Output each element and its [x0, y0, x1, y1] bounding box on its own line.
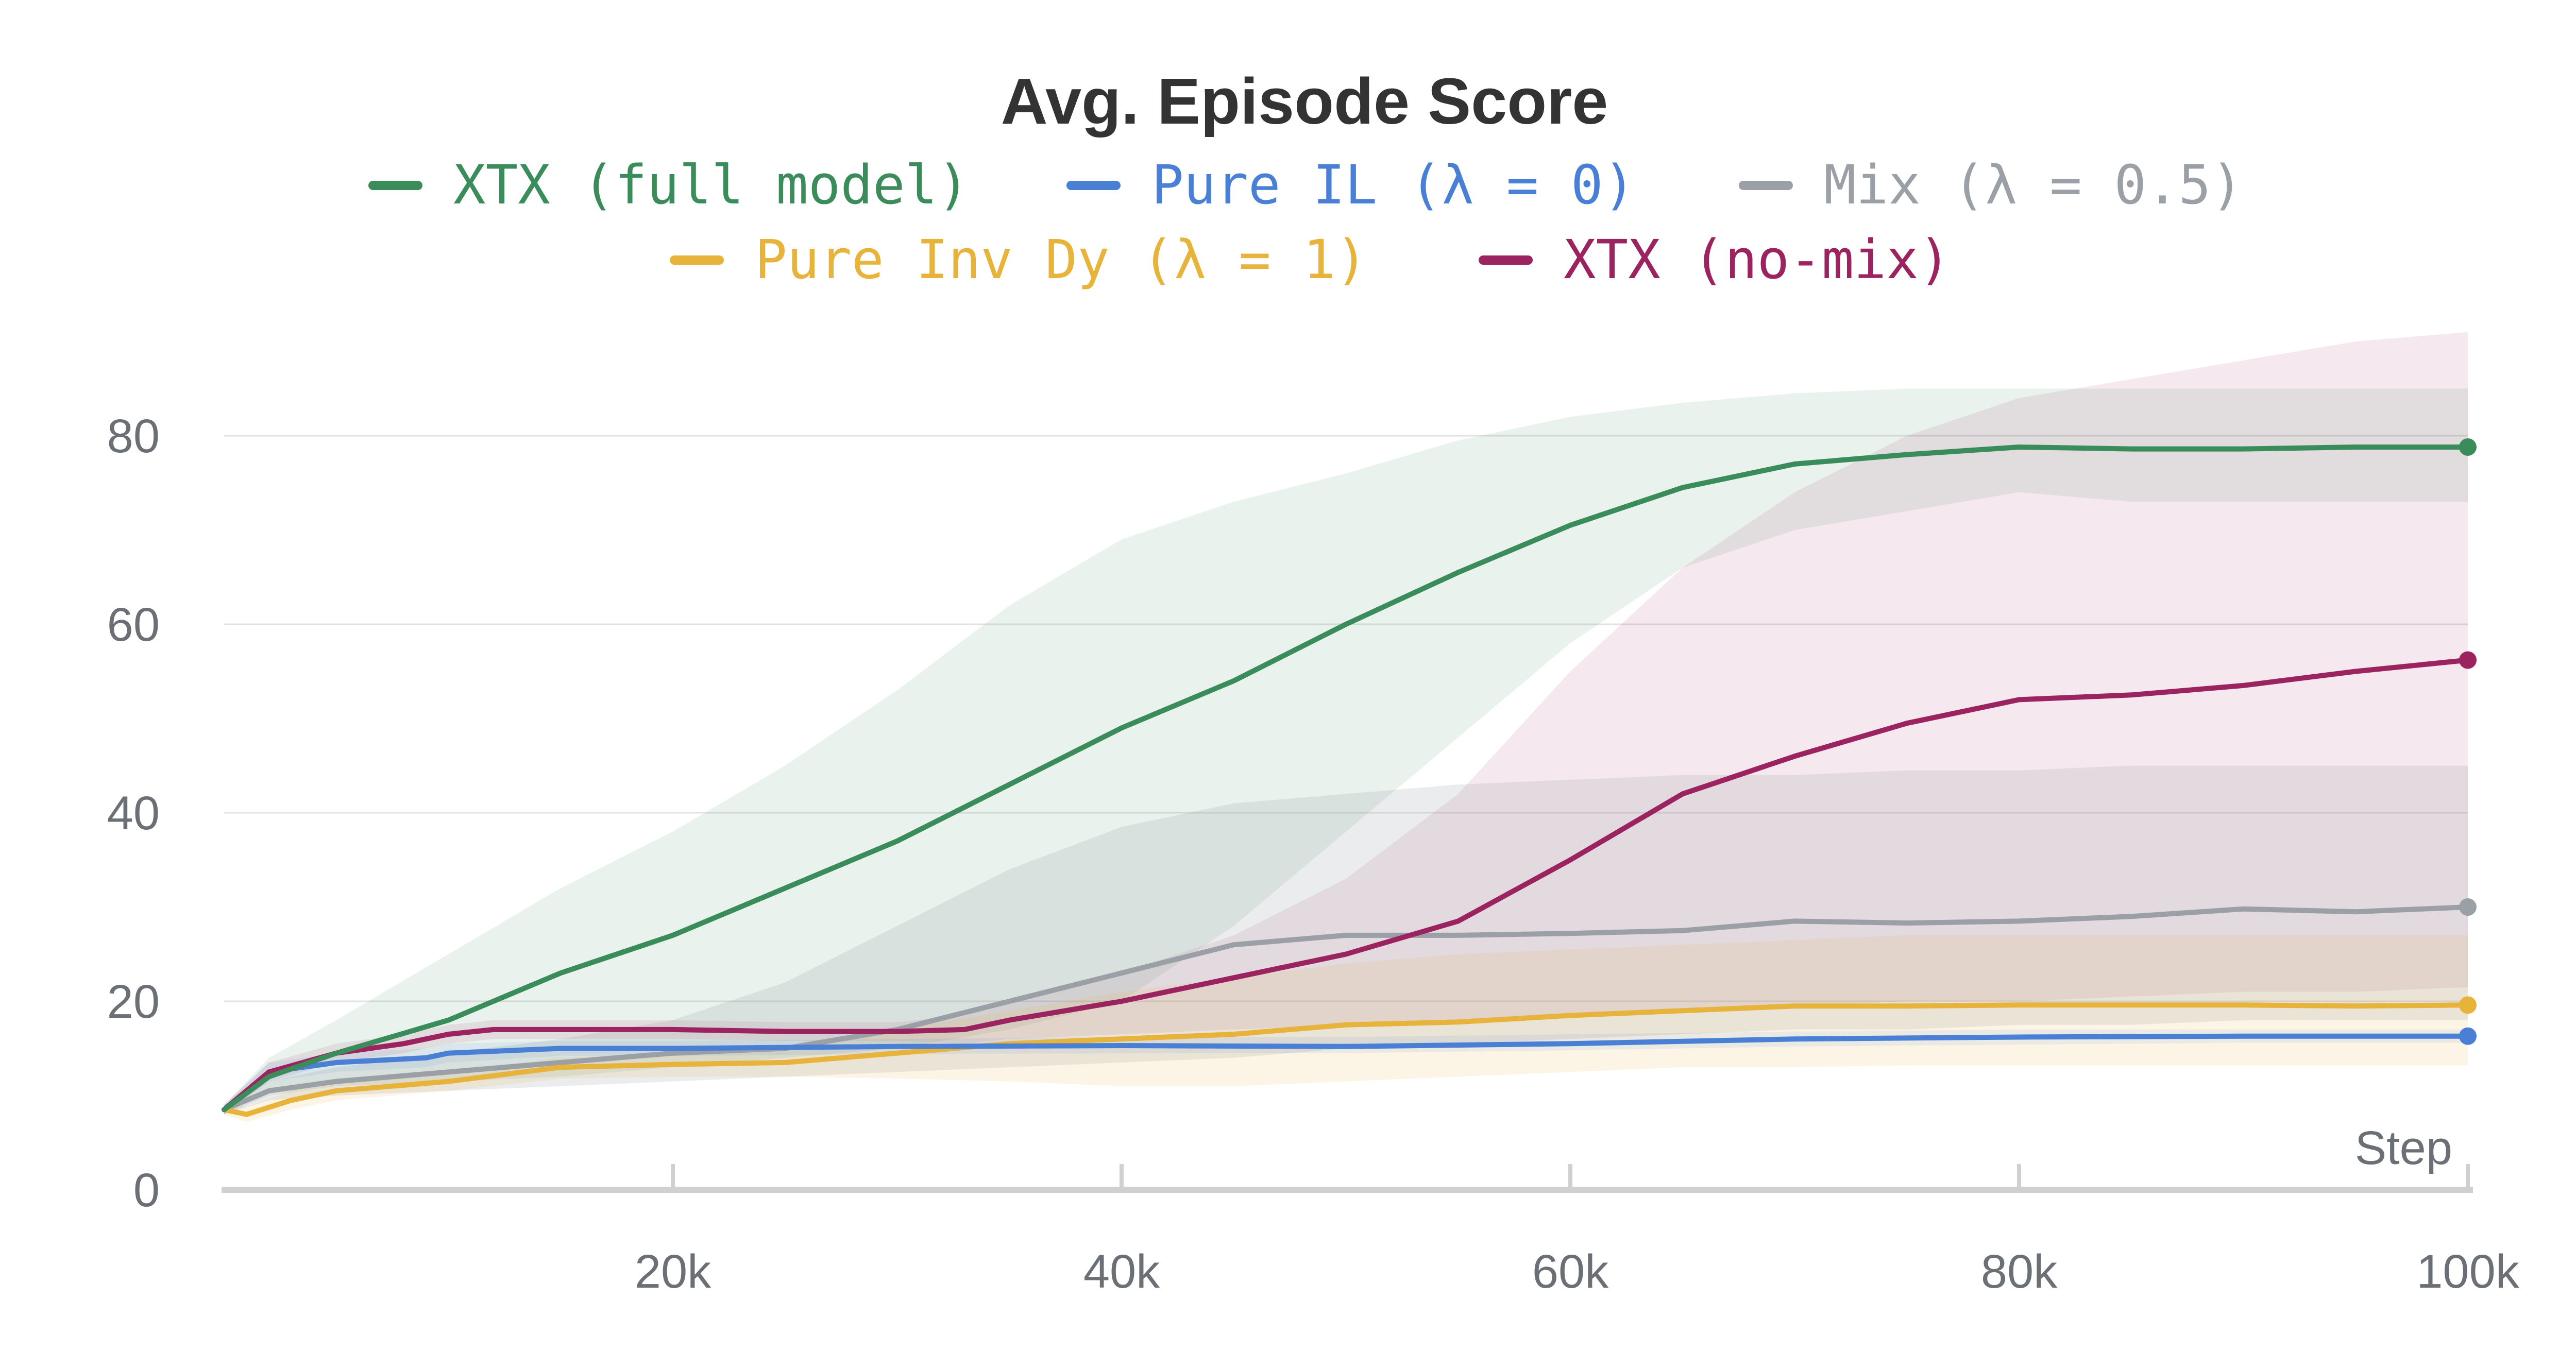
legend-swatch-series-4 — [1479, 255, 1533, 265]
legend-label-series-1: Pure IL (λ = 0) — [1151, 153, 1635, 216]
line-series-4 — [222, 657, 2470, 1113]
line-series-0 — [222, 444, 2470, 1113]
axes: 20k 40k 60k 80k 100k — [222, 1164, 2520, 1298]
x-axis-label: Step — [2355, 1122, 2452, 1174]
band-series-4 — [224, 332, 2468, 1115]
y-tick-label-20: 20 — [107, 976, 160, 1028]
legend-swatch-series-3 — [670, 255, 724, 265]
legend-swatch-series-0 — [368, 181, 422, 190]
x-tick-label-40k: 40k — [1083, 1245, 1160, 1298]
legend-label-series-4: XTX (no-mix) — [1564, 228, 1951, 291]
legend-label-series-2: Mix (λ = 0.5) — [1824, 153, 2243, 216]
series-lines — [222, 444, 2470, 1117]
end-marker-series-0 — [2459, 438, 2477, 456]
confidence-bands — [224, 332, 2468, 1122]
y-tick-label-80: 80 — [107, 410, 160, 463]
y-tick-label-40: 40 — [107, 787, 160, 840]
end-marker-series-1 — [2459, 1027, 2477, 1045]
x-tick-label-60k: 60k — [1532, 1245, 1609, 1298]
end-marker-series-3 — [2459, 996, 2477, 1014]
legend-label-series-3: Pure Inv Dy (λ = 1) — [755, 228, 1368, 291]
end-marker-series-4 — [2459, 651, 2477, 669]
band-series-0 — [224, 388, 2468, 1115]
line-series-3 — [222, 1002, 2470, 1117]
band-series-2 — [224, 765, 2468, 1115]
line-series-1 — [222, 1033, 2470, 1113]
chart-title: Avg. Episode Score — [1001, 65, 1608, 138]
band-series-3 — [224, 935, 2468, 1122]
y-tick-label-0: 0 — [133, 1164, 160, 1217]
legend-swatch-series-1 — [1066, 181, 1121, 190]
x-tick-label-80k: 80k — [1981, 1245, 2058, 1298]
x-tick-label-100k: 100k — [2416, 1245, 2519, 1298]
legend: XTX (full model) Pure IL (λ = 0) Mix (λ = … — [368, 153, 2243, 291]
end-markers — [2459, 438, 2477, 1045]
x-tick-label-20k: 20k — [635, 1245, 711, 1298]
legend-swatch-series-2 — [1739, 181, 1793, 190]
legend-label-series-0: XTX (full model) — [453, 153, 970, 216]
y-tick-label-60: 60 — [107, 598, 160, 651]
end-marker-series-2 — [2459, 898, 2477, 916]
line-series-2 — [222, 904, 2470, 1113]
